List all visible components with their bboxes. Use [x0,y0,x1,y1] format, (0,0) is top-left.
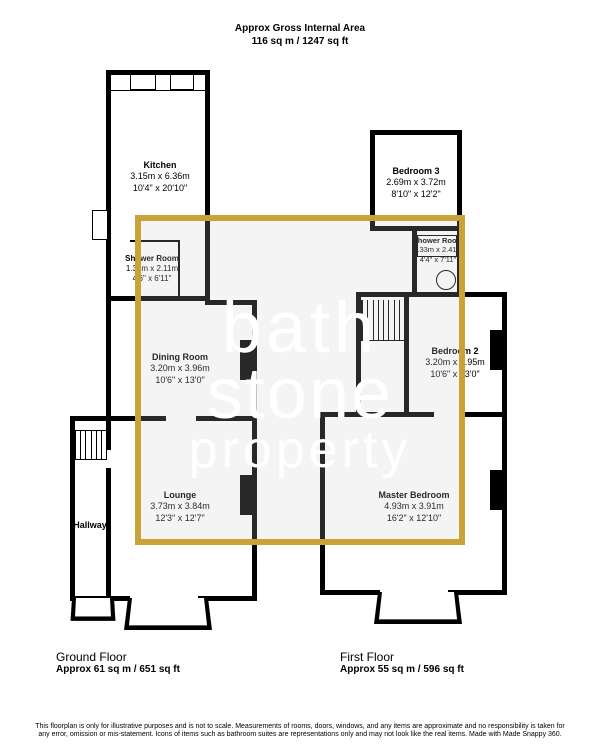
bay-window-icon [71,598,116,621]
dining-label: Dining Room 3.20m x 3.96m 10'6" x 13'0" [130,352,230,386]
gia-value: 116 sq m / 1247 sq ft [0,35,600,48]
kitchen-label: Kitchen 3.15m x 6.36m 10'4" x 20'10" [110,160,210,194]
bed3-label: Bedroom 3 2.69m x 3.72m 8'10" x 12'2" [366,166,466,200]
disclaimer-text: This floorplan is only for illustrative … [30,723,570,741]
stairs-icon [361,300,405,341]
master-label: Master Bedroom 4.93m x 3.91m 16'2" x 12'… [364,490,464,524]
gia-label: Approx Gross Internal Area [0,22,600,35]
bay-window-icon [374,592,462,624]
first-floor-title: First Floor Approx 55 sq m / 596 sq ft [340,650,464,675]
first-floor: Bedroom 3 2.69m x 3.72m 8'10" x 12'2" Sh… [320,130,520,630]
shower-label: Shower Room 1.36m x 2.11m 4'6" x 6'11" [102,254,202,284]
shower2-label: Shower Room 1.33m x 2.41m 4'4" x 7'11" [388,236,488,264]
lounge-label: Lounge 3.73m x 3.84m 12'3" x 12'7" [130,490,230,524]
hallway-label: Hallway [40,520,140,531]
bay-window-icon [124,598,212,630]
ground-floor: Kitchen 3.15m x 6.36m 10'4" x 20'10" Sho… [70,70,270,630]
stairs-icon [75,430,107,460]
ground-floor-title: Ground Floor Approx 61 sq m / 651 sq ft [56,650,180,675]
bed2-label: Bedroom 2 3.20m x 3.95m 10'6" x 13'0" [405,346,505,380]
floorplans: Kitchen 3.15m x 6.36m 10'4" x 20'10" Sho… [0,50,600,650]
gross-area-header: Approx Gross Internal Area 116 sq m / 12… [0,0,600,48]
